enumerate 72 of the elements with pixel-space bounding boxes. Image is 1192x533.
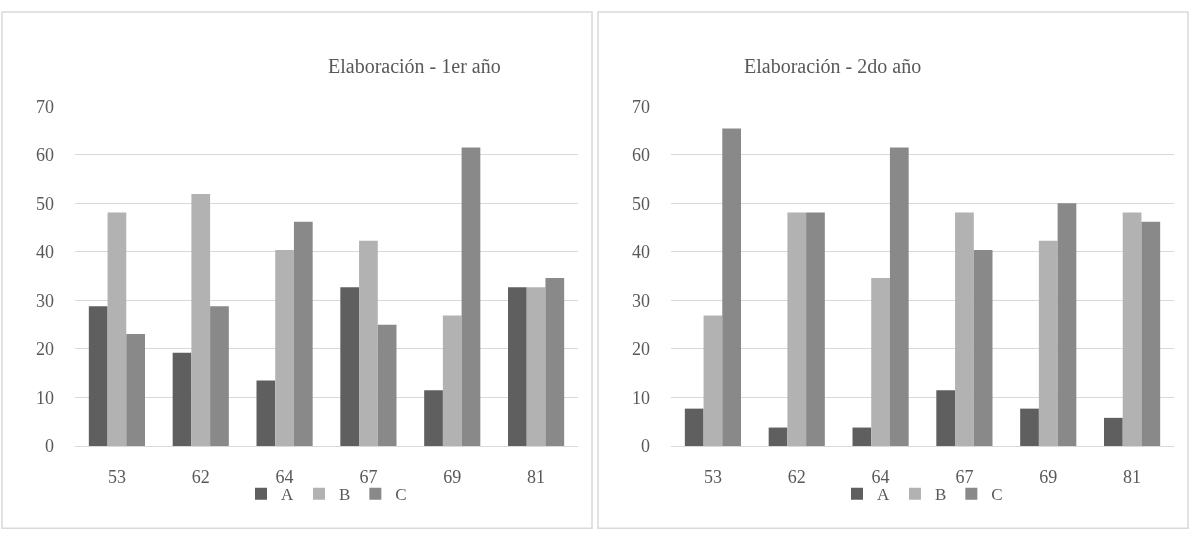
y-tick-label: 0 xyxy=(641,436,650,457)
bar xyxy=(768,427,788,446)
bar xyxy=(1057,203,1077,446)
x-tick-label: 81 xyxy=(1123,466,1142,487)
bar xyxy=(973,249,993,446)
y-tick-label: 20 xyxy=(36,339,54,360)
y-tick-label: 0 xyxy=(45,436,54,457)
bar xyxy=(442,315,462,446)
y-tick-label: 60 xyxy=(632,145,650,166)
legend-label: C xyxy=(991,485,1003,505)
y-tick-label: 70 xyxy=(36,96,54,117)
bar xyxy=(526,287,546,446)
bar xyxy=(684,408,704,446)
bar xyxy=(852,427,872,446)
bar xyxy=(191,194,211,446)
bar xyxy=(461,147,481,446)
y-tick-label: 10 xyxy=(632,387,650,408)
x-tick-label: 64 xyxy=(871,466,890,487)
x-tick-label: 69 xyxy=(443,466,462,487)
x-tick-label: 53 xyxy=(107,466,126,487)
y-tick-label: 40 xyxy=(36,242,54,263)
legend-label: B xyxy=(935,485,947,505)
bar xyxy=(936,390,956,446)
bar xyxy=(1020,408,1039,446)
bar xyxy=(787,212,807,446)
bar xyxy=(1141,221,1161,446)
y-tick-label: 50 xyxy=(36,193,54,214)
bar xyxy=(703,315,723,446)
x-tick-label: 81 xyxy=(527,466,546,487)
bar xyxy=(340,287,360,446)
legend-label: A xyxy=(281,485,294,505)
x-tick-label: 67 xyxy=(359,466,378,487)
y-tick-label: 30 xyxy=(632,290,650,311)
chart-title: Elaboración - 1er año xyxy=(328,55,501,77)
bar xyxy=(1104,417,1123,446)
bar xyxy=(275,249,294,446)
bar xyxy=(293,221,313,446)
bar xyxy=(126,333,145,446)
bar xyxy=(508,287,527,446)
y-tick-label: 30 xyxy=(36,290,54,311)
legend-label: B xyxy=(339,485,351,505)
bar xyxy=(545,278,565,446)
y-tick-label: 60 xyxy=(36,145,54,166)
bar xyxy=(806,212,825,446)
bar xyxy=(1122,212,1142,446)
bar xyxy=(889,147,909,446)
bar xyxy=(377,324,397,446)
x-tick-label: 69 xyxy=(1039,466,1058,487)
bar xyxy=(1038,240,1058,446)
x-tick-label: 67 xyxy=(955,466,974,487)
y-tick-label: 10 xyxy=(36,387,54,408)
bar xyxy=(722,128,741,446)
y-tick-label: 50 xyxy=(632,193,650,214)
bar xyxy=(256,380,276,446)
x-tick-label: 62 xyxy=(191,466,210,487)
bar xyxy=(172,352,192,446)
bar xyxy=(424,390,443,446)
y-tick-label: 70 xyxy=(632,96,650,117)
y-tick-label: 20 xyxy=(632,339,650,360)
legend-label: A xyxy=(877,485,890,505)
chart-title: Elaboración - 2do año xyxy=(744,55,922,77)
legend-label: C xyxy=(395,485,407,505)
bar xyxy=(871,278,890,446)
bar xyxy=(88,306,108,446)
y-tick-label: 40 xyxy=(632,242,650,263)
bar xyxy=(107,212,127,446)
x-tick-label: 64 xyxy=(275,466,294,487)
bar xyxy=(955,212,974,446)
x-tick-label: 53 xyxy=(703,466,722,487)
bar xyxy=(210,306,229,446)
x-tick-label: 62 xyxy=(787,466,806,487)
bar xyxy=(359,240,378,446)
